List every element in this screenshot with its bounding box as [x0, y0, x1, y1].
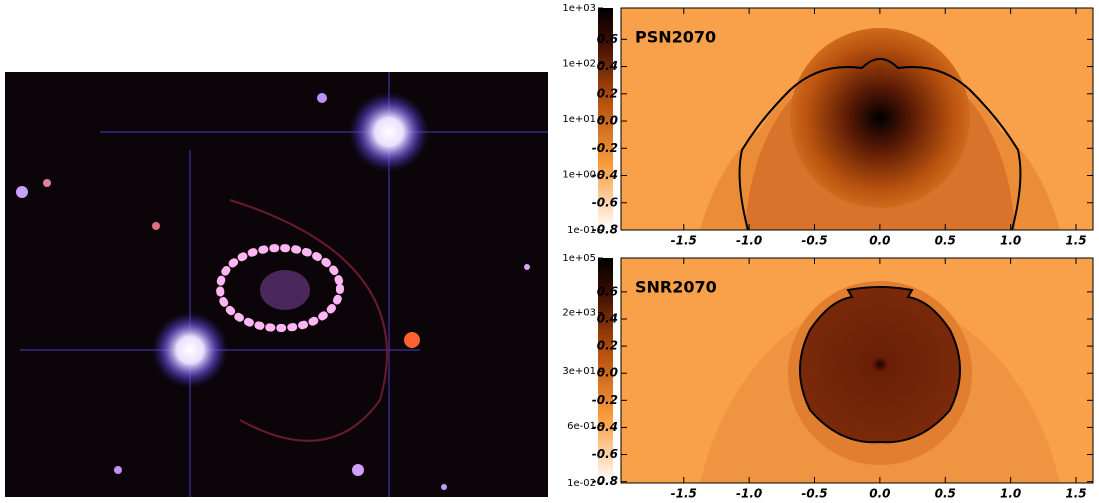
y-tick-label: 0.0 [597, 366, 618, 380]
panel-title: PSN2070 [635, 28, 716, 47]
y-tick-label: -0.2 [592, 141, 618, 155]
y-tick-label: 0.4 [597, 59, 618, 73]
y-tick-label: 0.4 [597, 311, 618, 325]
colorbar-tick-label: 1e+00 [562, 170, 596, 181]
colorbar-tick-label: 1e+05 [562, 253, 596, 264]
x-tick-label: -0.5 [801, 234, 827, 248]
colorbar-tick-label: 1e+01 [562, 114, 596, 125]
x-tick-label: -1.5 [671, 234, 697, 248]
y-tick-label: 0.2 [597, 86, 618, 100]
y-tick-label: 0.2 [597, 339, 618, 353]
figure: -1.5-1.0-0.50.00.51.01.5-0.8-0.6-0.4-0.2… [0, 0, 1099, 503]
x-tick-label: -1.5 [671, 487, 697, 501]
y-tick-label: 0.6 [597, 284, 618, 298]
colorbar-tick-label: 1e-02 [567, 478, 596, 489]
colorbar-tick-label: 6e-01 [567, 421, 596, 432]
x-tick-label: -1.0 [736, 487, 762, 501]
colorbar-tick-label: 1e+03 [562, 3, 596, 14]
x-tick-label: 1.5 [1065, 234, 1086, 248]
x-tick-label: -0.5 [801, 487, 827, 501]
y-tick-label: 0.0 [597, 114, 618, 128]
panel-title: SNR2070 [635, 278, 717, 297]
colorbar-tick-label: 3e+01 [562, 366, 596, 377]
colorbar-tick-label: 2e+03 [562, 308, 596, 319]
x-tick-label: 0.5 [935, 234, 956, 248]
x-tick-label: -1.0 [736, 234, 762, 248]
x-tick-label: 0.0 [869, 234, 890, 248]
colorbar-tick-label: 1e+02 [562, 59, 596, 70]
x-tick-label: 1.5 [1065, 487, 1086, 501]
colorbar-tick-label: 1e-01 [567, 225, 596, 236]
x-tick-label: 1.0 [1000, 487, 1021, 501]
x-tick-label: 1.0 [1000, 234, 1021, 248]
y-tick-label: -0.6 [592, 195, 618, 209]
x-tick-label: 0.5 [935, 487, 956, 501]
y-tick-label: 0.6 [597, 32, 618, 46]
y-tick-label: -0.2 [592, 393, 618, 407]
x-tick-label: 0.0 [869, 487, 890, 501]
photo [5, 72, 548, 497]
y-tick-label: -0.6 [592, 447, 618, 461]
